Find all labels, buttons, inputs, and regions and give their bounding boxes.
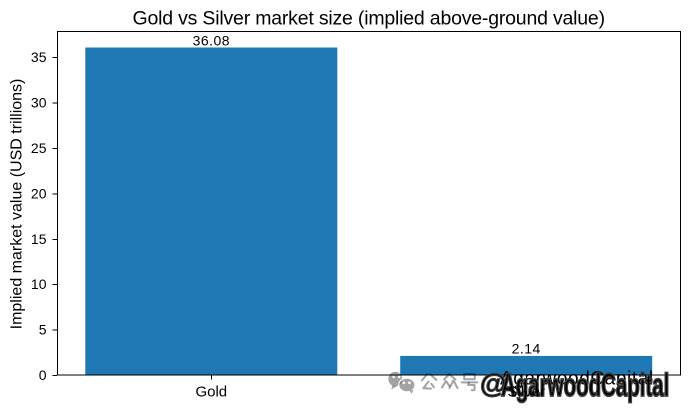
svg-text:35: 35 [31,49,47,65]
svg-text:0: 0 [39,367,47,383]
svg-text:25: 25 [31,140,47,156]
svg-text:15: 15 [31,231,47,247]
svg-text:5: 5 [39,322,47,338]
svg-text:30: 30 [31,95,47,111]
svg-text:20: 20 [31,185,47,201]
svg-text:AgarwoodCapital: AgarwoodCapital [501,367,669,403]
svg-text:36.08: 36.08 [193,33,230,49]
svg-text:Silver: Silver [507,384,545,401]
svg-text:Gold: Gold [195,384,227,401]
svg-text:10: 10 [31,276,47,292]
svg-text:@: @ [480,369,506,399]
svg-text:Implied market value (USD tril: Implied market value (USD trillions) [9,79,26,330]
svg-text:2.14: 2.14 [512,341,541,357]
svg-text:AgarwoodCapital: AgarwoodCapital [500,369,654,390]
svg-text:Gold vs Silver market size (im: Gold vs Silver market size (implied abov… [133,7,605,29]
